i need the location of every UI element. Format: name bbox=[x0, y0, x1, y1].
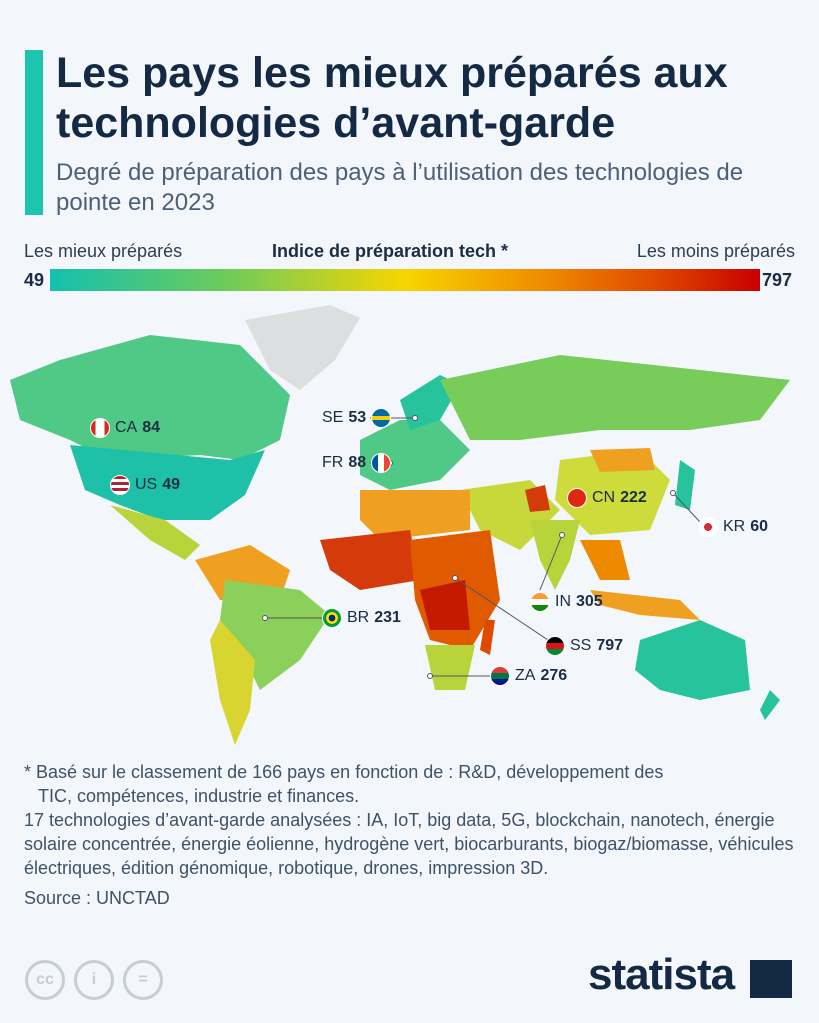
legend-left-label: Les mieux préparés bbox=[24, 241, 183, 261]
map-label-cn: CN 222 bbox=[567, 488, 647, 508]
drc bbox=[420, 580, 470, 630]
map-label-se: SE 53 bbox=[322, 408, 392, 428]
page-title: Les pays les mieux préparés aux technolo… bbox=[56, 49, 728, 147]
footnote-line-1: * Basé sur le classement de 166 pays en … bbox=[24, 762, 664, 782]
france-flag-icon bbox=[371, 453, 392, 473]
map-label-ss: SS 797 bbox=[545, 636, 623, 656]
map-label-za: ZA 276 bbox=[490, 666, 567, 686]
leader-kr bbox=[672, 492, 701, 523]
legend-gradient-bar bbox=[50, 269, 760, 291]
title-accent-bar bbox=[25, 50, 43, 215]
china-flag-icon bbox=[567, 488, 587, 508]
mexico-central-america bbox=[110, 505, 200, 560]
cc-license-icon[interactable]: cc bbox=[25, 960, 65, 1000]
brazil-flag-icon bbox=[322, 608, 342, 628]
indonesia bbox=[590, 590, 700, 620]
madagascar bbox=[480, 620, 495, 655]
leader-ss bbox=[454, 577, 549, 641]
footnote-line-2: TIC, compétences, industrie et finances. bbox=[38, 786, 360, 806]
north-africa bbox=[360, 490, 470, 540]
india-flag-icon bbox=[530, 592, 550, 612]
new-zealand bbox=[760, 690, 780, 720]
map-label-ca: CA 84 bbox=[90, 418, 160, 438]
map-label-fr: FR 88 bbox=[322, 453, 392, 473]
india bbox=[530, 520, 580, 590]
map-label-us: US 49 bbox=[110, 475, 180, 495]
source: Source : UNCTAD bbox=[24, 888, 170, 908]
no-derivatives-icon[interactable]: = bbox=[123, 960, 163, 1000]
europe bbox=[360, 420, 470, 490]
china bbox=[555, 450, 670, 535]
korea-flag-icon bbox=[698, 517, 718, 537]
legend-min: 49 bbox=[24, 270, 45, 290]
west-africa bbox=[320, 530, 420, 590]
australia bbox=[635, 620, 750, 700]
statista-logo-mark-icon bbox=[750, 960, 792, 998]
world-map bbox=[10, 305, 790, 745]
canada-flag-icon bbox=[90, 418, 110, 438]
se-asia bbox=[580, 540, 630, 580]
sweden-flag-icon bbox=[371, 408, 392, 428]
leader-in bbox=[539, 534, 563, 591]
south-africa bbox=[425, 645, 475, 690]
south-africa-flag-icon bbox=[490, 666, 510, 686]
canada bbox=[10, 335, 290, 460]
south-sudan-flag-icon bbox=[545, 636, 565, 656]
attribution-icon[interactable]: i bbox=[74, 960, 114, 1000]
russia bbox=[440, 355, 790, 440]
footnote-technologies: 17 technologies d’avant-garde analysées … bbox=[24, 810, 794, 878]
statista-logo[interactable]: statista bbox=[588, 950, 735, 999]
map-label-kr: KR 60 bbox=[698, 517, 768, 537]
greenland bbox=[245, 305, 360, 390]
mongolia bbox=[590, 448, 655, 472]
legend-right-label: Les moins préparés bbox=[636, 241, 795, 261]
map-label-br: BR 231 bbox=[322, 608, 401, 628]
afghanistan bbox=[525, 485, 550, 512]
south-america-south bbox=[210, 620, 255, 745]
subtitle: Degré de préparation des pays à l’utilis… bbox=[56, 159, 744, 216]
usa-flag-icon bbox=[110, 475, 130, 495]
japan bbox=[675, 460, 695, 510]
map-label-in: IN 305 bbox=[530, 592, 603, 612]
legend-max: 797 bbox=[762, 270, 793, 290]
footnotes: * Basé sur le classement de 166 pays en … bbox=[24, 760, 804, 910]
usa bbox=[70, 445, 265, 520]
legend-title: Indice de préparation tech * bbox=[272, 241, 509, 261]
